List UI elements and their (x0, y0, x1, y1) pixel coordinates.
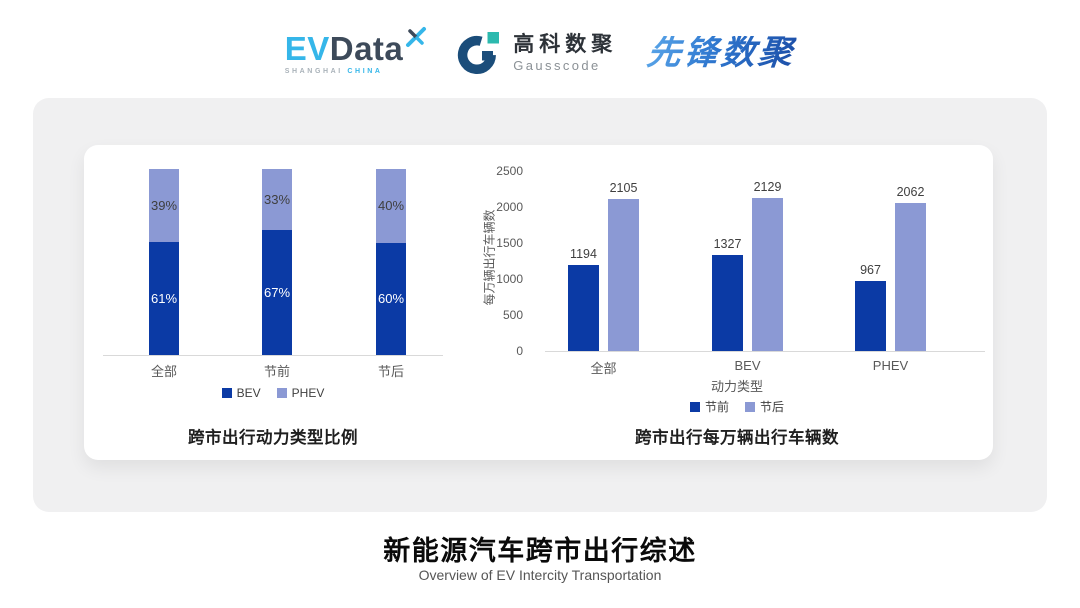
legend-item: 节后 (745, 398, 784, 415)
bar-value-label: 1194 (570, 247, 597, 261)
category-label: PHEV (872, 358, 909, 373)
evdata-logo: EV Data SHANGHAI CHINA (284, 26, 428, 75)
legend-item: BEV (221, 386, 261, 400)
evdata-x-icon (406, 26, 427, 47)
legend-swatch (689, 401, 700, 412)
category-label: 节后 (377, 364, 404, 379)
bar-segment-bev (262, 230, 292, 355)
category-label: 全部 (590, 361, 617, 376)
evdata-data-text: Data (329, 29, 404, 67)
right-chart-x-axis-label: 动力类型 (710, 379, 763, 394)
legend-swatch (276, 388, 287, 398)
report-card: 39% 61% 全部 33% 67% 节前 40% 60% 节后 BEV PHEV 跨市出行动力类… (33, 98, 1047, 512)
category-label: 节前 (263, 364, 290, 379)
bar-post-holiday (895, 203, 926, 351)
legend-swatch (221, 388, 232, 398)
left-chart-title: 跨市出行动力类型比例 (188, 429, 358, 447)
legend-label: 节前 (704, 400, 729, 414)
phev-percent-label: 33% (263, 191, 291, 207)
evdata-sub-china: CHINA (347, 67, 383, 75)
bar-segment-phev (376, 169, 406, 243)
bar-value-label: 1327 (713, 237, 742, 251)
evdata-wordmark: EV Data (284, 26, 428, 67)
left-chart-legend: BEV PHEV (103, 386, 443, 400)
gausscode-logo: 高科数聚 Gausscode (457, 29, 617, 77)
bar-segment-bev (376, 243, 406, 355)
legend-swatch (745, 401, 755, 412)
bar-segment-phev (262, 169, 292, 230)
evdata-ev-text: EV (284, 29, 330, 67)
left-chart-x-axis-line (103, 355, 443, 356)
bar-pre-holiday (855, 281, 886, 351)
evdata-subtext: SHANGHAI CHINA (285, 68, 428, 75)
gausscode-cn-text: 高科数聚 (513, 33, 618, 57)
page-subtitle: Overview of EV Intercity Transportation (418, 567, 662, 583)
bar-value-label: 2129 (753, 180, 782, 194)
legend-label: PHEV (291, 386, 325, 400)
legend-label: 节后 (760, 400, 785, 414)
bar-segment-phev (149, 169, 179, 242)
right-chart-x-axis-line (545, 351, 985, 352)
bar-value-label: 2105 (609, 181, 638, 195)
category-label: 全部 (150, 364, 177, 379)
y-tick-label: 1000 (496, 272, 523, 286)
y-tick-label: 1500 (496, 236, 523, 250)
bar-value-label: 2062 (896, 185, 925, 199)
y-tick-label: 500 (502, 308, 523, 322)
phev-percent-label: 40% (377, 198, 405, 213)
bev-percent-label: 67% (263, 284, 291, 300)
left-chart-plot: 39% 61% 全部 33% 67% 节前 40% 60% 节后 (84, 145, 993, 460)
right-chart-plot: 0 500 1000 1500 2000 2500 1194 2105 全部 1327 2129 BE… (84, 145, 993, 460)
header-logos: EV Data SHANGHAI CHINA 高科数聚 Gausscode (0, 18, 1080, 88)
xianfeng-shuju-logo: 先锋数聚 (645, 34, 798, 72)
charts-panel: 39% 61% 全部 33% 67% 节前 40% 60% 节后 BEV PHEV 跨市出行动力类… (84, 145, 993, 460)
bar-post-holiday (752, 198, 783, 351)
bar-value-label: 967 (860, 263, 881, 277)
legend-label: BEV (236, 386, 261, 400)
right-chart-title: 跨市出行每万辆出行车辆数 (635, 429, 839, 447)
right-chart: 0 500 1000 1500 2000 2500 1194 2105 全部 1327 2129 BE… (84, 145, 993, 460)
phev-percent-label: 39% (150, 197, 178, 213)
category-label: BEV (734, 358, 761, 373)
legend-item: PHEV (276, 386, 325, 400)
gausscode-text: 高科数聚 Gausscode (513, 33, 617, 72)
bar-pre-holiday (568, 265, 599, 351)
bar-segment-bev (149, 242, 179, 355)
gausscode-en-text: Gausscode (513, 57, 601, 73)
evdata-sub-shanghai: SHANGHAI (284, 67, 343, 75)
y-tick-label: 2000 (496, 200, 523, 214)
y-tick-label: 0 (516, 344, 523, 358)
bar-pre-holiday (712, 255, 743, 351)
bev-percent-label: 61% (150, 290, 178, 306)
gausscode-mark-icon (458, 32, 500, 74)
bev-percent-label: 60% (377, 291, 405, 306)
bar-post-holiday (608, 199, 639, 351)
page-title: 新能源汽车跨市出行综述 (383, 536, 697, 566)
left-chart: 39% 61% 全部 33% 67% 节前 40% 60% 节后 BEV PHEV 跨市出行动力类… (84, 145, 993, 460)
legend-item: 节前 (689, 398, 729, 415)
y-tick-label: 2500 (496, 164, 523, 178)
right-chart-legend: 节前 节后 (489, 398, 985, 415)
right-chart-y-axis-label: 每万辆出行车辆数 (482, 209, 497, 306)
